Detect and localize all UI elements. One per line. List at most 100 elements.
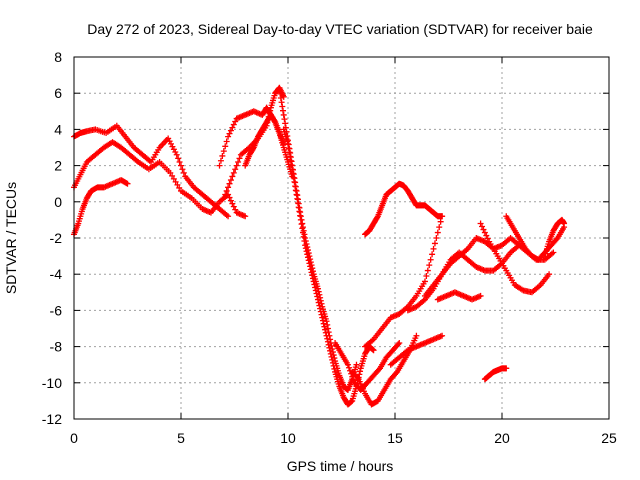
data-point [481,229,488,236]
data-point [230,169,237,176]
data-point [430,245,437,252]
x-axis-label: GPS time / hours [287,458,394,474]
y-tick-label: 0 [54,194,62,210]
data-point [230,121,237,128]
data-point [479,223,486,230]
data-point [276,86,283,93]
x-tick-label: 20 [494,430,510,446]
data-point [324,321,331,328]
data-point [413,332,420,339]
data-point [226,180,233,187]
data-point [281,116,288,123]
data-point [278,99,285,106]
data-point [280,107,287,114]
y-tick-label: 6 [54,85,62,101]
data-point [357,368,364,375]
data-point [324,325,331,332]
data-point [370,347,377,354]
data-point [299,220,306,227]
data-point [477,292,484,299]
data-point [423,273,430,280]
data-point [175,155,182,162]
data-point [561,220,568,227]
data-point [291,175,298,182]
data-point [350,376,357,383]
data-point [427,256,434,263]
y-tick-label: -12 [42,411,62,427]
y-tick-label: 8 [54,49,62,65]
data-point [250,145,257,152]
data-point [375,366,382,373]
data-point [304,244,311,251]
data-point [480,226,487,233]
data-point [434,229,441,236]
data-point [282,120,289,127]
y-tick-label: -8 [50,339,63,355]
data-point [331,355,338,362]
series-arc-2 [71,122,232,220]
data-point [233,162,240,169]
data-point [223,138,230,145]
data-point [296,204,303,211]
data-point [327,336,334,343]
data-point [285,141,292,148]
data-point [227,197,234,204]
data-point [325,329,332,336]
data-point [328,342,335,349]
data-point [287,154,294,161]
data-point [345,364,352,371]
data-point [353,361,360,368]
data-point [229,200,236,207]
x-tick-label: 0 [70,430,78,446]
data-point [282,124,289,131]
data-point [477,220,484,227]
data-point [393,370,400,377]
data-point [483,232,490,239]
data-point [227,127,234,134]
data-point [294,192,301,199]
data-point [179,166,186,173]
data-point [294,196,301,203]
data-point [225,213,232,220]
data-point [217,157,224,164]
data-point [301,231,308,238]
data-point [302,235,309,241]
y-tick-label: -10 [42,375,62,391]
data-point [431,240,438,247]
series-arc-17 [387,332,446,368]
data-point [306,253,313,260]
data-point [225,133,232,140]
data-point [304,247,311,254]
data-point [290,171,297,178]
data-point [216,162,223,169]
data-point [271,117,278,124]
data-point [330,352,337,359]
data-point [317,297,324,304]
chart-title: Day 272 of 2023, Sidereal Day-to-day VTE… [87,21,593,37]
data-point [303,241,310,248]
data-point [354,374,361,381]
series-arc-1 [71,139,249,220]
data-point [220,148,227,155]
data-point [289,162,296,169]
data-point [553,236,560,243]
data-point [317,294,324,301]
data-point [267,107,274,114]
data-point [322,326,329,333]
y-tick-label: -2 [50,230,63,246]
data-points [71,84,568,408]
data-point [503,365,510,372]
data-point [546,271,553,278]
data-point [374,214,381,221]
x-tick-label: 10 [280,430,296,446]
data-point [318,300,325,307]
data-point [176,184,183,191]
data-point [307,256,314,263]
series-arc-16 [434,289,484,303]
data-point [424,267,431,274]
data-point [285,137,291,144]
plot-frame [73,56,610,420]
data-point [308,262,315,269]
data-point [223,187,230,194]
